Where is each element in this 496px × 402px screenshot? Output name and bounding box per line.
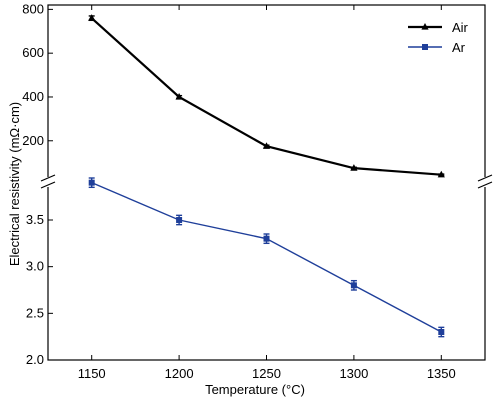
x-axis-label: Temperature (°C) — [205, 382, 305, 397]
x-tick-label: 1200 — [165, 366, 194, 381]
plot-border — [47, 4, 486, 361]
y-tick-label-lower: 3.5 — [26, 212, 44, 227]
axis-break-gap-left — [42, 177, 54, 187]
axis-break-mark-left — [40, 174, 56, 182]
y-tick-label-lower: 3.0 — [26, 259, 44, 274]
y-tick-label-upper: 800 — [22, 1, 44, 16]
data-point-ar — [88, 179, 95, 186]
y-tick-label-lower: 2.0 — [26, 352, 44, 367]
data-point-ar — [176, 217, 183, 223]
legend-marker-ar — [422, 44, 428, 50]
data-point-ar — [438, 329, 445, 335]
axis-break-mark-left — [40, 181, 56, 189]
axis-break-mark-right — [477, 181, 493, 189]
axis-ticks: 1150 1200 1250 1300 1350 200 400 600 800 2.0 2.5 3.… — [22, 1, 455, 381]
y-tick-label-upper: 200 — [22, 133, 44, 148]
y-axis-label: Electrical resistivity (mΩ·cm) — [7, 102, 22, 266]
data-point-ar — [263, 235, 270, 242]
data-point-air — [262, 142, 271, 149]
data-point-air — [437, 170, 445, 178]
x-tick-label: 1350 — [427, 366, 456, 381]
data-point-air — [175, 92, 183, 100]
legend-marker-air — [421, 23, 429, 30]
legend: Air Ar — [408, 20, 469, 55]
data-point-air — [88, 14, 96, 21]
y-tick-label-lower: 2.5 — [26, 305, 44, 320]
series-line-ar — [91, 182, 442, 333]
plot-frame — [47, 4, 486, 361]
axis-break — [40, 174, 493, 189]
axis-break-mark-right — [477, 174, 493, 182]
x-tick-label: 1150 — [78, 366, 106, 381]
legend-label-air: Air — [452, 20, 469, 35]
y-tick-label-upper: 400 — [22, 89, 44, 104]
data-point-ar — [350, 282, 357, 289]
x-tick-label: 1300 — [339, 366, 368, 381]
series-layer — [88, 14, 445, 338]
axis-break-gap-right — [479, 177, 491, 187]
y-tick-label-upper: 600 — [22, 45, 44, 60]
x-tick-label: 1250 — [252, 366, 281, 381]
data-point-air — [350, 164, 358, 171]
legend-label-ar: Ar — [452, 40, 466, 55]
series-line-air — [90, 17, 442, 176]
